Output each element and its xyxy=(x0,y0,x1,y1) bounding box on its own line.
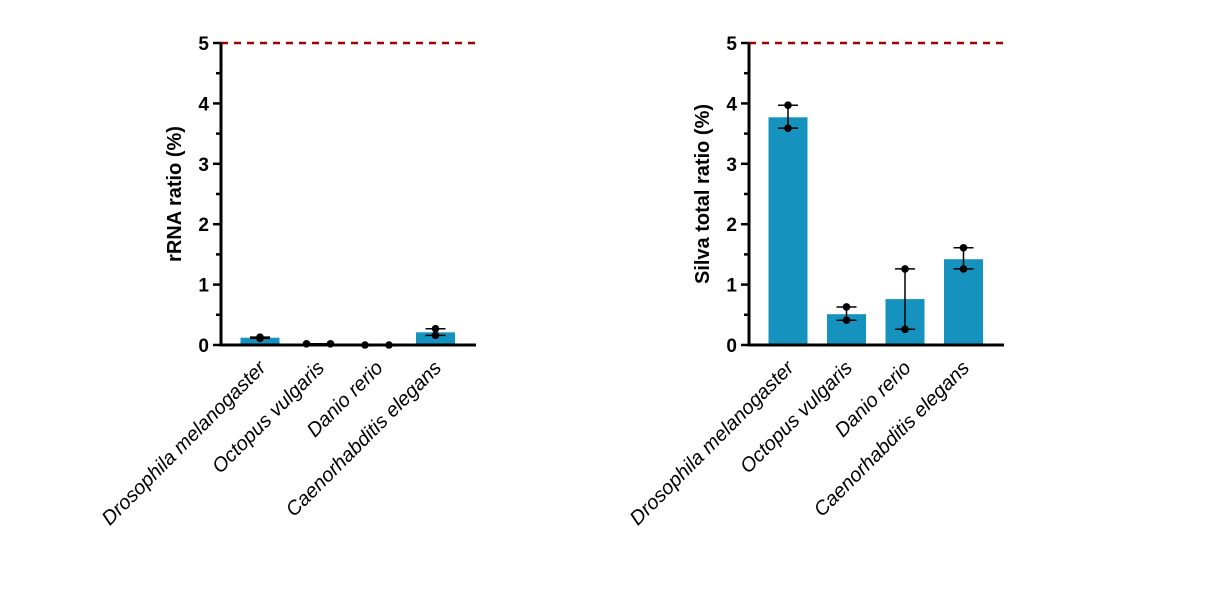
y-tick-label: 4 xyxy=(726,94,737,115)
y-tick-label: 3 xyxy=(198,155,209,176)
data-point xyxy=(959,265,968,273)
y-tick-label: 1 xyxy=(726,276,737,297)
data-point xyxy=(842,316,851,325)
y-tick-label: 0 xyxy=(198,336,209,357)
data-point xyxy=(842,303,851,311)
data-point xyxy=(901,325,909,334)
data-point xyxy=(784,124,792,132)
data-point xyxy=(959,243,968,252)
y-tick-label: 2 xyxy=(726,215,737,236)
y-tick-label: 5 xyxy=(198,34,209,55)
y-axis-label: Silva total ratio (%) xyxy=(692,104,714,284)
y-tick-label: 5 xyxy=(726,34,737,55)
bar xyxy=(768,117,808,346)
y-tick-label: 0 xyxy=(726,336,737,357)
y-tick-label: 2 xyxy=(198,215,209,236)
data-point xyxy=(901,265,909,273)
y-axis-label: rRNA ratio (%) xyxy=(164,126,186,262)
y-tick-label: 1 xyxy=(198,276,209,297)
data-point xyxy=(784,101,792,110)
data-point xyxy=(431,331,440,340)
data-point xyxy=(256,333,264,341)
y-tick-label: 4 xyxy=(198,94,209,115)
data-point xyxy=(431,324,440,333)
y-tick-label: 3 xyxy=(726,155,737,176)
bar xyxy=(944,259,983,345)
